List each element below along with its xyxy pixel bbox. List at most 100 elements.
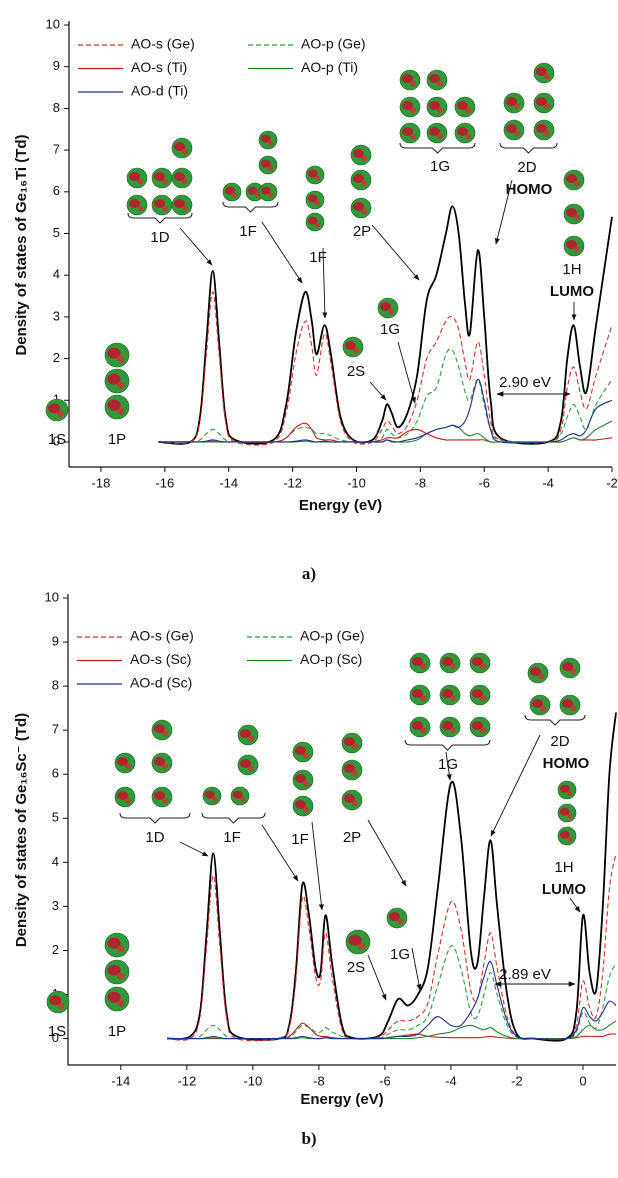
orbital-image [562,699,573,708]
x-tick-label: -14 [219,475,238,490]
orbital-image [174,199,185,208]
orbital-image [353,149,364,158]
bracket [399,142,476,154]
orbital-image [412,721,423,730]
orbital-image [402,74,413,83]
orbital-image [574,214,580,221]
legend-label: AO-p (Ti) [301,59,358,75]
orbital-image [559,784,570,793]
orbital-image [117,407,125,415]
legend-label: AO-s (Sc) [130,651,191,667]
orbital-image [437,80,443,87]
orbital-image [129,172,140,181]
orbital-image [410,107,416,114]
orbital-image [442,689,453,698]
caption: b) [301,1129,316,1148]
orbital-image [154,724,165,733]
annotation: HOMO [506,181,553,198]
orbital-image [352,770,358,777]
orbital-image [162,178,168,185]
orbital-image [420,695,426,702]
orbital-image [117,757,128,766]
orbital-image [260,186,271,195]
arrow [322,247,328,319]
annotation: 1D [150,229,169,246]
orbital-image [536,124,547,133]
y-tick-label: 7 [53,142,60,157]
orbital-image [361,155,367,162]
orbital-image [567,836,573,842]
orbital-image [544,103,550,110]
y-tick-label: 6 [53,183,60,198]
orbital-image [232,192,238,198]
orbital-image [566,208,577,217]
arrow [261,824,299,882]
orbital-image [295,774,306,783]
dos-curve [167,960,617,1040]
orbital-image [506,97,517,106]
orbital-image [315,222,321,228]
arrow [445,751,452,781]
annotation: 1G [390,946,410,963]
y-tick-label: 9 [52,633,59,648]
orbital-image [174,142,185,151]
annotation: 2S [347,959,365,976]
x-tick-label: -6 [379,1073,391,1088]
orbital-image [58,1002,65,1010]
legend-label: AO-p (Ge) [300,628,365,644]
y-tick-label: 10 [45,589,59,604]
orbital-image [530,667,541,676]
annotation: 1S [48,1023,66,1040]
orbital-image [117,999,125,1007]
y-axis-label: Density of states of Ge₁₆Sc⁻ (Td) [13,713,30,947]
orbital-image [204,790,215,799]
orbital-image [437,133,443,140]
orbital-image [137,178,143,185]
orbital-image [125,797,131,804]
orbital-image [117,791,128,800]
x-tick-label: -10 [347,475,366,490]
arrow [371,224,420,281]
orbital-image [154,172,165,181]
legend-label: AO-p (Sc) [300,651,362,667]
orbital-image [162,205,168,212]
orbital-image [450,663,456,670]
y-tick-label: 3 [52,898,59,913]
orbital-image [538,673,544,680]
orbital-image [303,780,309,787]
orbital-image [574,180,580,187]
bracket [524,714,586,726]
orbital-image [566,240,577,249]
orbital-image [345,341,356,350]
orbital-image [353,347,359,354]
annotation: 1G [430,158,450,175]
orbital-image [536,97,547,106]
orbital-image [532,699,543,708]
arrow [397,341,416,404]
x-tick-label: -4 [445,1073,457,1088]
orbital-image [268,165,274,171]
orbital-image [353,174,364,183]
y-tick-label: 8 [52,678,59,693]
orbital-image [224,186,235,195]
x-tick-label: -2 [606,475,618,490]
orbital-image [49,995,62,1006]
dos-curve [158,378,613,444]
orbital-image [162,763,168,770]
orbital-image [303,752,309,759]
arrow [367,954,387,1001]
orbital-image [429,74,440,83]
x-tick-label: -14 [111,1073,130,1088]
dos-curve [167,1022,617,1040]
orbital-image [412,657,423,666]
orbital-image [442,721,453,730]
y-tick-label: 0 [53,433,60,448]
orbital-image [465,133,471,140]
y-tick-label: 6 [52,766,59,781]
orbital-image [402,127,413,136]
orbital-image [437,107,443,114]
orbital-image [260,134,271,143]
bracket [222,201,279,213]
orbital-image [465,107,471,114]
orbital-image [397,918,403,925]
